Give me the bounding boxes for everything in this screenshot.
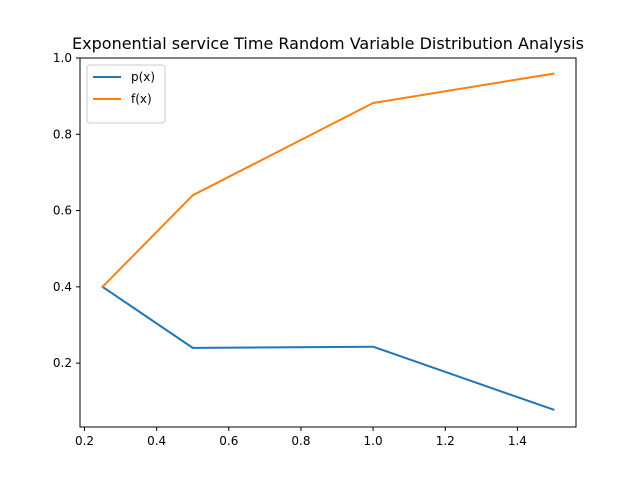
chart-title: Exponential service Time Random Variable…	[72, 34, 584, 53]
x-tick-label: 0.8	[291, 434, 310, 448]
axes-frame	[79, 57, 577, 428]
legend-label-1: f(x)	[131, 92, 152, 106]
y-tick-label: 0.4	[53, 280, 72, 294]
legend-label-0: p(x)	[131, 70, 155, 84]
legend-box	[86, 64, 166, 124]
y-tick-label: 0.8	[53, 127, 72, 141]
x-tick-label: 1.0	[364, 434, 383, 448]
series-layer	[101, 72, 555, 411]
series-line-1	[101, 72, 555, 289]
x-tick-label: 0.6	[219, 434, 238, 448]
x-tick-label: 1.2	[436, 434, 455, 448]
x-tick-label: 0.4	[147, 434, 166, 448]
axes-layer: 0.2 0.4 0.6 0.8 1.0 1.2 1.4 0.2 0.4 0.6 0.8 1.0	[53, 51, 577, 448]
y-tick-label: 0.2	[53, 356, 72, 370]
x-tick-label: 1.4	[508, 434, 527, 448]
legend: p(x) f(x)	[86, 64, 166, 124]
y-tick-label: 1.0	[53, 51, 72, 65]
series-line-0	[101, 285, 555, 411]
x-tick-label: 0.2	[75, 434, 94, 448]
y-tick-label: 0.6	[53, 204, 72, 218]
